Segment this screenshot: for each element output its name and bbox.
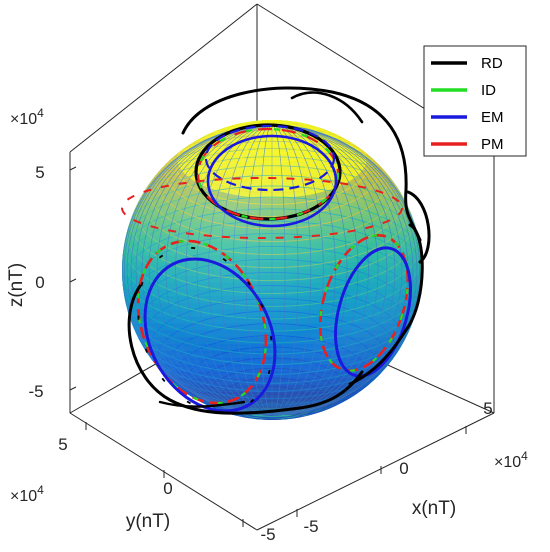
trajectory-em-right	[334, 246, 412, 378]
x-exponent: ×104	[494, 449, 528, 471]
x-tick-0: 0	[399, 459, 408, 478]
z-tick-minus5: -5	[28, 382, 43, 401]
legend-label-rd: RD	[481, 55, 503, 72]
trajectory-id-right	[319, 234, 409, 372]
legend-label-pm: PM	[481, 136, 504, 153]
tick-mark	[69, 166, 77, 171]
y-exponent: ×104	[10, 483, 44, 505]
legend-label-id: ID	[481, 82, 496, 99]
x-tick-5: 5	[483, 399, 492, 418]
trajectory-rd-left	[137, 246, 273, 414]
trajectory-em-top-inner	[204, 124, 336, 192]
trajectory-rd-outer-topright	[290, 91, 364, 124]
trajectory-rd-outer-top	[181, 86, 422, 242]
y-tick-0: 0	[163, 479, 172, 498]
legend: RD ID EM PM	[423, 45, 527, 157]
trajectory-rd-outer-leftlower	[158, 400, 246, 408]
y-axis-label: y(nT)	[126, 511, 170, 532]
z-tick-0: 0	[35, 273, 44, 292]
tick-mark	[69, 278, 77, 283]
trajectory-rd-outer-right	[348, 190, 431, 386]
z-exponent: ×104	[10, 106, 44, 128]
y-tick-5: 5	[58, 435, 67, 454]
sphere-shading	[122, 120, 422, 420]
z-tick-5: 5	[35, 163, 44, 182]
x-tick-minus5: -5	[303, 517, 318, 536]
tick-mark	[69, 386, 77, 391]
z-axis-label: z(nT)	[6, 263, 27, 307]
trajectory-em-top	[206, 134, 338, 228]
trajectory-rd-outer-left	[127, 284, 364, 415]
trajectories	[121, 86, 431, 415]
tick-marks	[69, 166, 467, 527]
legend-label-em: EM	[481, 109, 504, 126]
trajectory-id-top	[196, 127, 340, 221]
y-tick-minus5: -5	[260, 525, 275, 544]
x-axis-label: x(nT)	[412, 498, 456, 519]
trajectory-pm-top-outer	[121, 177, 403, 239]
